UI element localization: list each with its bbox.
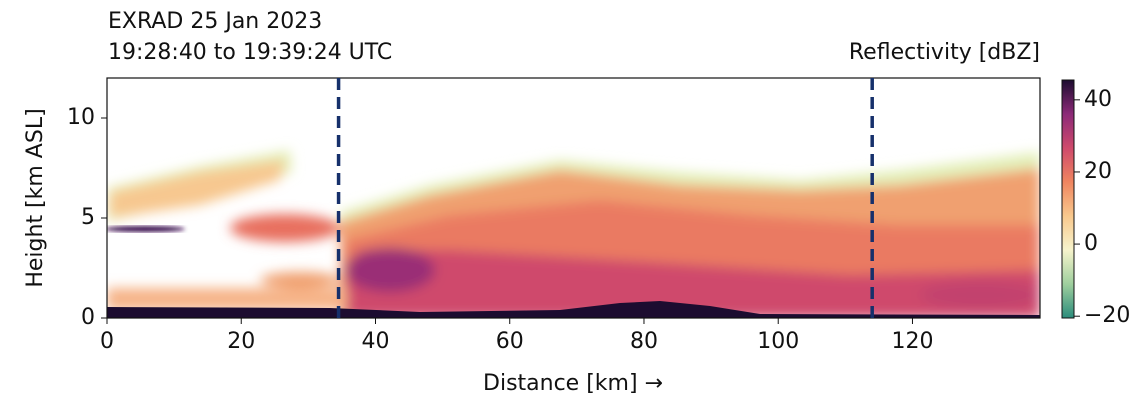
colorbar-tick-label: 20 (1084, 159, 1112, 184)
colorbar (1061, 79, 1075, 319)
x-tick-label: 20 (227, 329, 255, 354)
y-tick-label: 5 (81, 205, 95, 230)
x-tick-label: 80 (630, 329, 658, 354)
colorbar-tick-label: −20 (1084, 303, 1130, 328)
reflectivity-field (107, 150, 1040, 318)
colorbar-tick-label: 40 (1084, 87, 1112, 112)
x-tick-label: 40 (361, 329, 389, 354)
x-tick-label: 0 (100, 329, 114, 354)
colorbar-label: Reflectivity [dBZ] (849, 40, 1040, 65)
y-tick-label: 10 (67, 105, 95, 130)
y-axis-label: Height [km ASL] (23, 108, 48, 287)
x-axis-label: Distance [km] → (483, 371, 663, 396)
chart-title: EXRAD 25 Jan 2023 (108, 9, 322, 34)
colorbar-tick-label: 0 (1084, 231, 1098, 256)
x-tick-label: 100 (757, 329, 799, 354)
y-tick-label: 0 (81, 305, 95, 330)
x-tick-label: 60 (496, 329, 524, 354)
chart-subtitle: 19:28:40 to 19:39:24 UTC (108, 40, 392, 65)
plot-frame (106, 77, 1041, 319)
x-tick-label: 120 (891, 329, 933, 354)
